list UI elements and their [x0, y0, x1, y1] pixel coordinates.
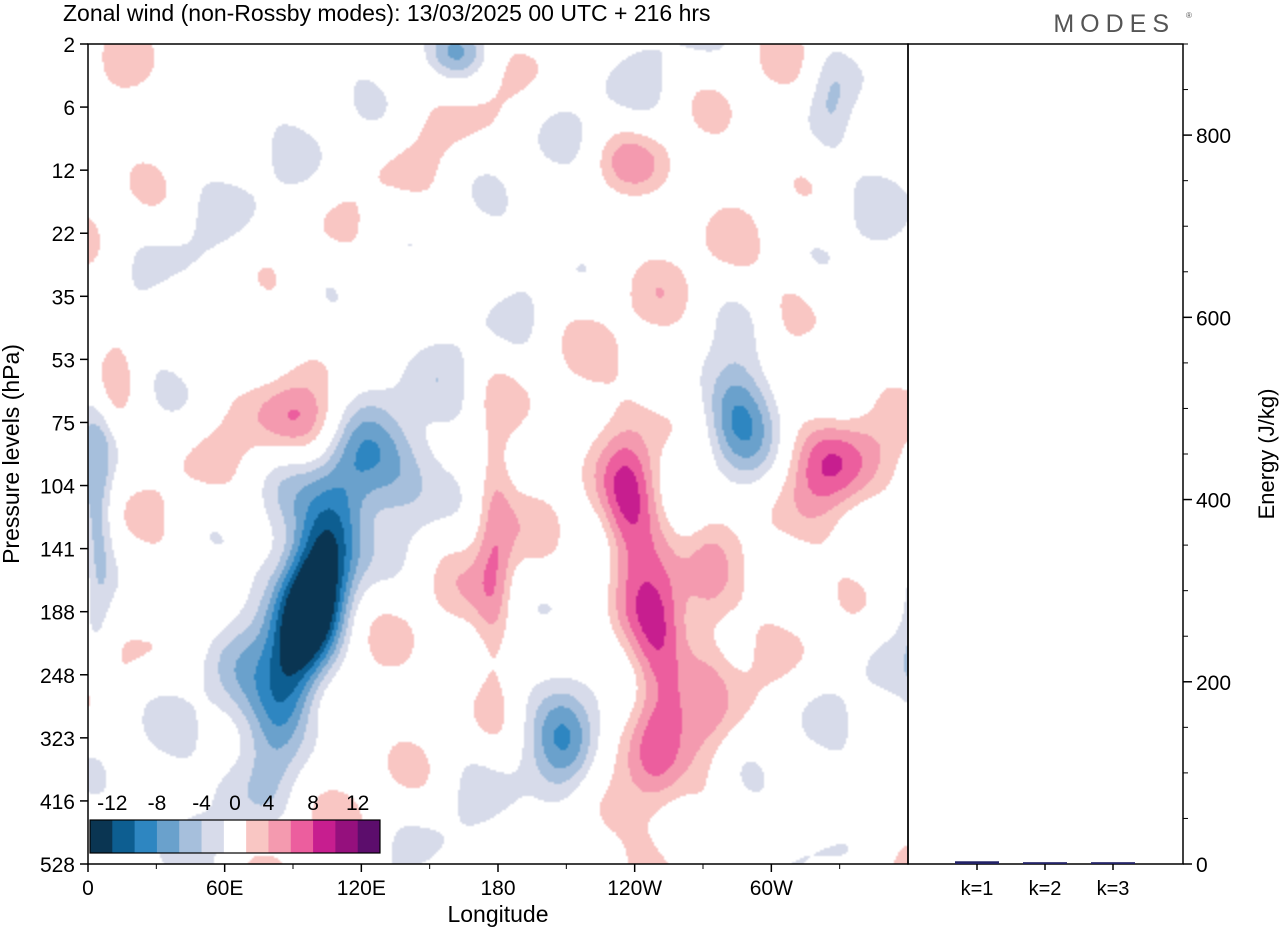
pressure-tick-label: 2 — [63, 34, 75, 57]
longitude-tick-label: 0 — [82, 877, 94, 900]
pressure-tick-label: 75 — [52, 412, 75, 435]
colorbar: -12 -8 -4 0 4 8 12 — [89, 792, 381, 854]
energy-bar-label: k=3 — [1097, 878, 1130, 900]
colorbar-cell — [134, 820, 158, 853]
pressure-tick-label: 528 — [40, 854, 75, 877]
pressure-tick-label: 22 — [52, 223, 75, 246]
y-axis-label: Pressure levels (hPa) — [0, 344, 24, 564]
zonal-wind-field — [88, 44, 908, 864]
x-axis-label: Longitude — [447, 901, 548, 927]
pressure-tick-label: 248 — [40, 665, 75, 688]
pressure-axis: 2 6 12 22 35 53 75 104 141 188 248 323 416 528 — [40, 34, 88, 877]
pressure-tick-label: 12 — [52, 160, 75, 183]
colorbar-label: 8 — [307, 792, 319, 815]
pressure-tick-label: 35 — [52, 286, 75, 309]
energy-frame — [907, 43, 1184, 865]
colorbar-label: -8 — [148, 792, 167, 815]
colorbar-cell — [268, 820, 292, 853]
brand-logo: MODES — [1053, 10, 1175, 38]
colorbar-frame — [89, 819, 381, 854]
chart-title: Zonal wind (non-Rossby modes): 13/03/202… — [63, 0, 711, 26]
longitude-tick-label: 120E — [337, 877, 386, 900]
brand-mark: ® — [1186, 11, 1192, 20]
colorbar-label: -12 — [97, 792, 127, 815]
colorbar-cell — [90, 820, 113, 853]
colorbar-cell — [357, 820, 381, 853]
energy-tick-label: 400 — [1196, 490, 1231, 513]
colorbar-cell — [179, 820, 203, 853]
colorbar-cell — [223, 820, 247, 853]
pressure-tick-label: 53 — [52, 349, 75, 372]
longitude-axis: 0 60E 120E 180 120W 60W — [82, 864, 841, 900]
colorbar-cell — [335, 820, 359, 853]
pressure-tick-label: 188 — [40, 602, 75, 625]
colorbar-cell — [156, 820, 180, 853]
energy-tick-label: 600 — [1196, 307, 1231, 330]
energy-bar-label: k=1 — [961, 878, 994, 900]
energy-tick-label: 200 — [1196, 672, 1231, 695]
hovmoller-plot — [88, 44, 908, 864]
colorbar-label: 0 — [229, 792, 241, 815]
colorbar-cell — [313, 820, 336, 853]
pressure-tick-label: 323 — [40, 728, 75, 751]
colorbar-label: 12 — [346, 792, 369, 815]
pressure-tick-label: 416 — [40, 791, 75, 814]
colorbar-cell — [290, 820, 314, 853]
colorbar-label: 4 — [263, 792, 275, 815]
longitude-tick-label: 60E — [206, 877, 243, 900]
longitude-tick-label: 120W — [607, 877, 662, 900]
pressure-tick-label: 6 — [63, 97, 75, 120]
energy-tick-label: 800 — [1196, 125, 1231, 148]
energy-bar-label: k=2 — [1029, 878, 1062, 900]
colorbar-cell — [246, 820, 269, 853]
colorbar-cell — [201, 820, 225, 853]
energy-tick-label: 0 — [1196, 854, 1208, 877]
colorbar-label: -4 — [192, 792, 211, 815]
longitude-tick-label: 60W — [750, 877, 793, 900]
energy-bar — [955, 861, 999, 864]
pressure-tick-label: 141 — [40, 539, 75, 562]
energy-panel: k=1 k=2 k=3 0 200 400 600 800 Energy (J/kg) — [907, 43, 1279, 900]
energy-bar — [1091, 862, 1135, 864]
longitude-tick-label: 180 — [480, 877, 515, 900]
pressure-tick-label: 104 — [40, 476, 75, 499]
energy-bar — [1023, 862, 1067, 864]
energy-axis-label: Energy (J/kg) — [1254, 389, 1279, 520]
colorbar-cell — [112, 820, 136, 853]
